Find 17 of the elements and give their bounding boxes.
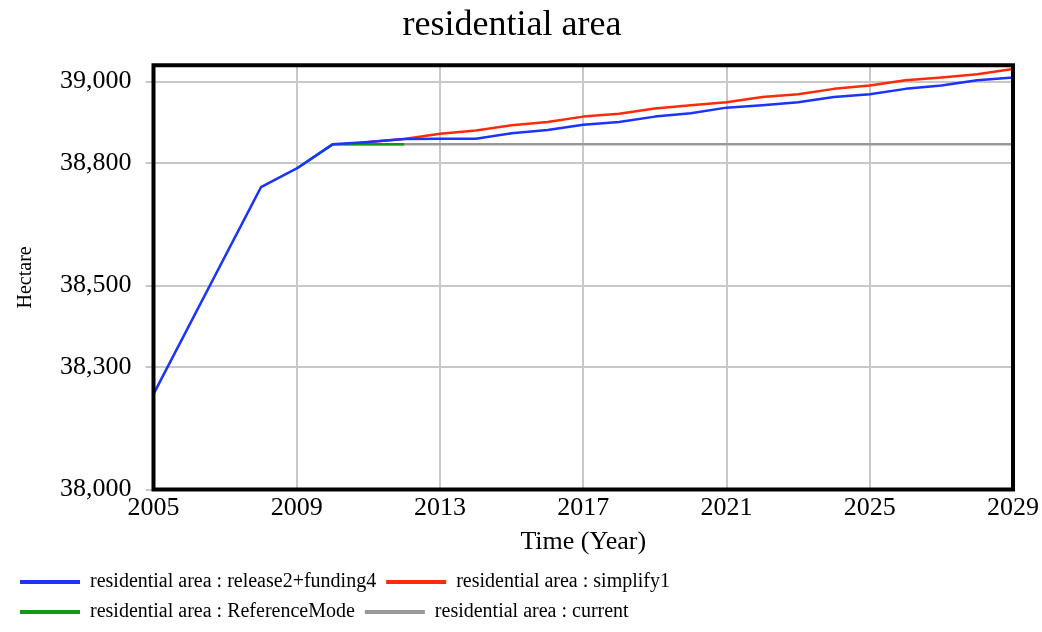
y-axis-title: Hectare	[13, 246, 36, 309]
x-axis-title: Time (Year)	[520, 526, 647, 556]
x-tick-label: 2025	[843, 492, 896, 522]
x-tick-label: 2009	[270, 492, 323, 522]
x-tick-label: 2021	[700, 492, 753, 522]
x-tick-label: 2029	[987, 492, 1039, 522]
x-tick-label: 2013	[414, 492, 466, 522]
legend-label: residential area : current	[434, 599, 630, 622]
y-tick-label: 38,800	[60, 146, 132, 176]
legend-label: residential area : release2+funding4	[90, 569, 377, 593]
y-tick-label: 39,000	[60, 65, 132, 95]
legend-label: residential area : simplify1	[456, 569, 670, 593]
y-tick-label: 38,300	[60, 351, 132, 381]
y-tick-label: 38,500	[60, 269, 132, 299]
legend-label: residential area : ReferenceMode	[90, 599, 355, 622]
x-tick-label: 2017	[557, 492, 610, 522]
chart-title: residential area	[402, 3, 622, 44]
